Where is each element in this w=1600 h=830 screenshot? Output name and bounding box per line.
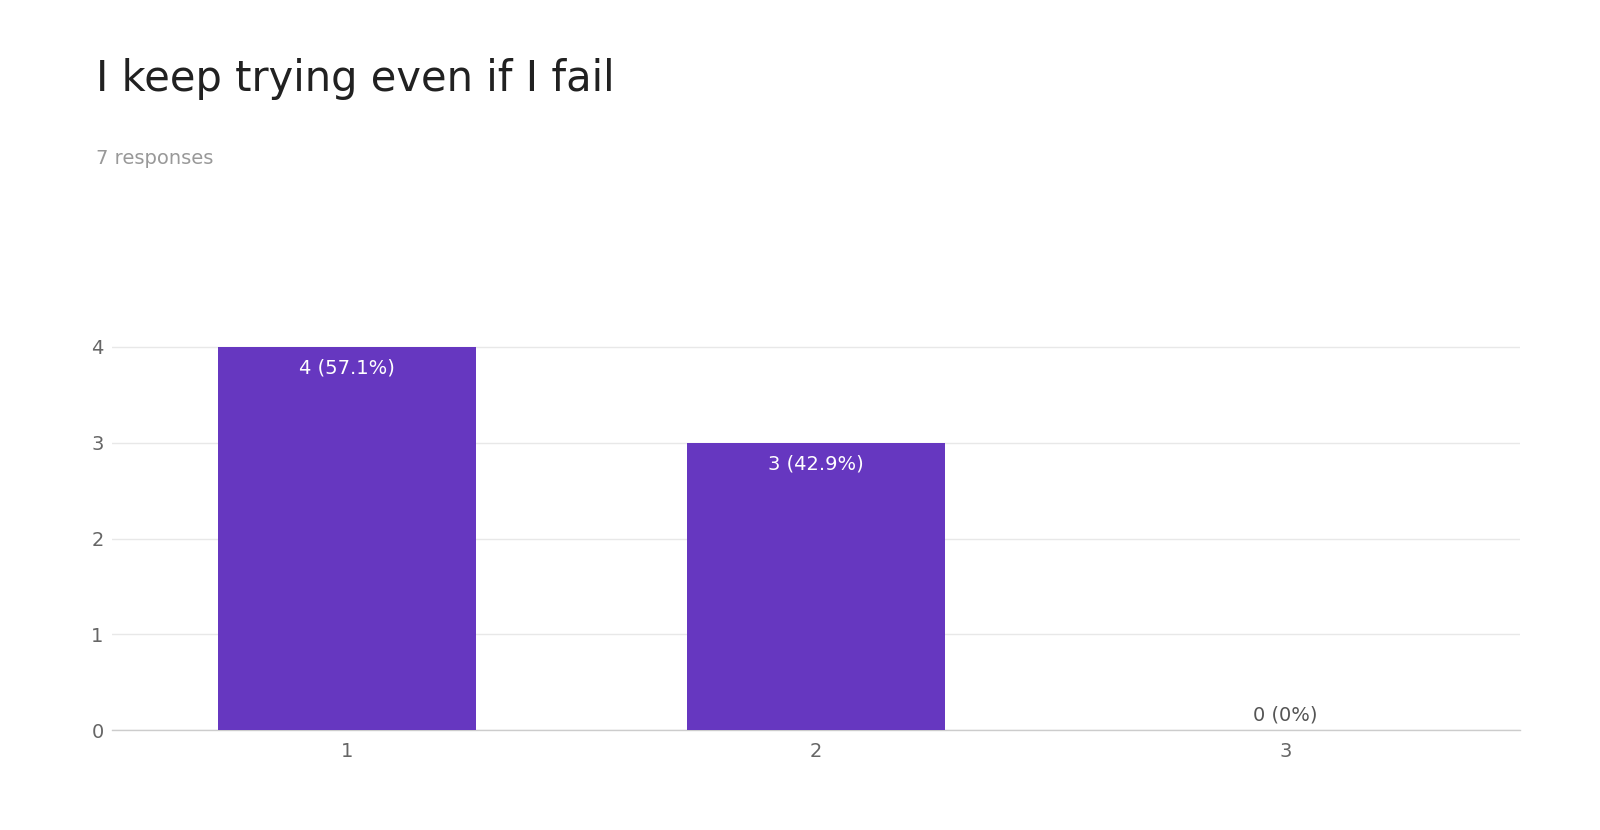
Text: 4 (57.1%): 4 (57.1%) [299, 359, 395, 378]
Bar [686, 442, 946, 730]
Bar [218, 347, 475, 730]
Text: 7 responses: 7 responses [96, 149, 213, 168]
Text: I keep trying even if I fail: I keep trying even if I fail [96, 58, 614, 100]
Text: 0 (0%): 0 (0%) [1253, 706, 1317, 725]
Text: 3 (42.9%): 3 (42.9%) [768, 454, 864, 473]
